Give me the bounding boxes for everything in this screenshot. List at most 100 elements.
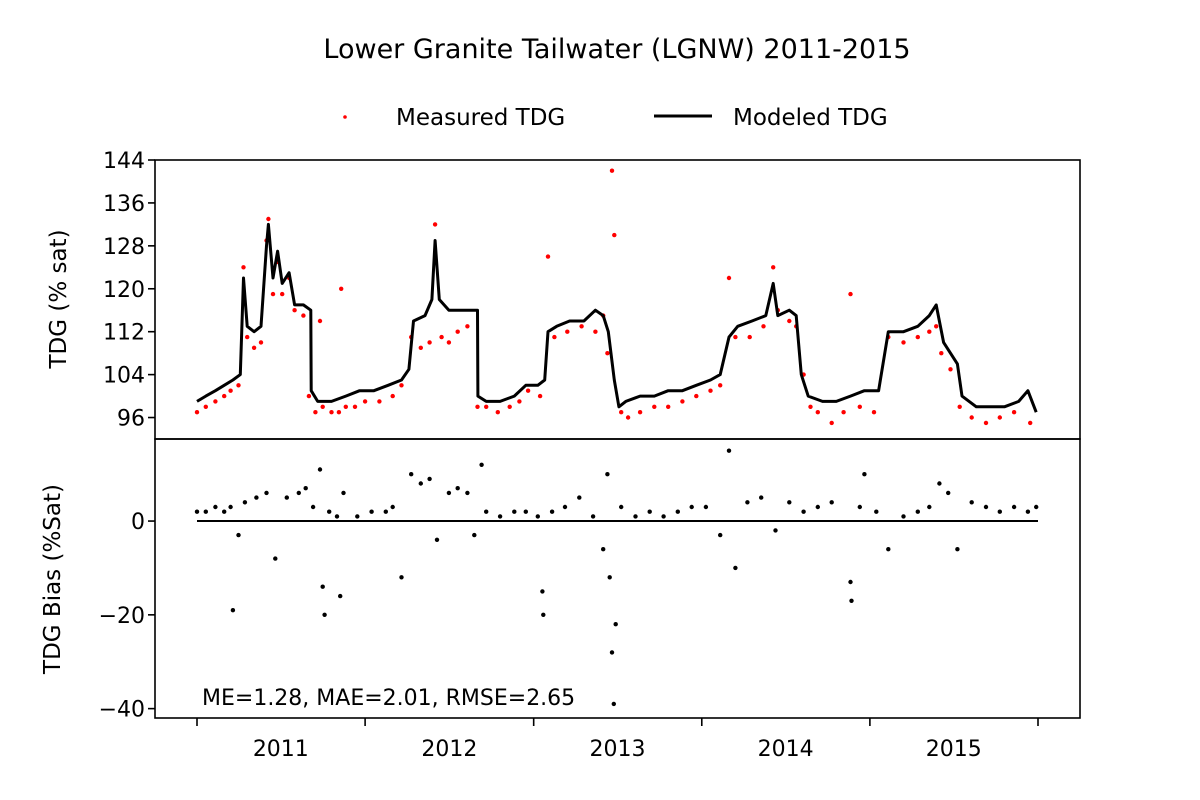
tdg-data-layer [194,168,1038,426]
tdg-bias-point [874,509,879,514]
measured-tdg-point [390,393,395,399]
tdg-bias-point [801,509,806,514]
tdg-bias-point [915,509,920,514]
tdg-bias-point [523,509,528,514]
measured-tdg-point [605,351,610,356]
measured-tdg-point [251,345,257,350]
tdg-bias-point [745,500,750,505]
measured-tdg-point [427,340,432,345]
tdg-bias-point [242,500,248,505]
tdg-bias-point [759,495,764,500]
tdg-bias-point [484,509,489,514]
tdg-bias-point [446,490,452,496]
tdg-bias-point [549,509,555,514]
tdg-bias-point [369,509,374,514]
measured-tdg-point [525,388,531,393]
measured-tdg-point [969,415,974,420]
tdg-bias-point [418,481,423,486]
measured-tdg-point [320,404,325,409]
measured-tdg-point [718,383,723,388]
tdg-y-tick-label: 128 [103,235,145,260]
measured-tdg-point [934,324,939,329]
measured-tdg-point [666,404,671,409]
measured-tdg-point [625,415,631,420]
tdg-bias-point [619,504,624,510]
measured-tdg-point [1028,420,1033,426]
tdg-bias-point [203,509,208,514]
tdg-bias-point [317,467,323,472]
measured-tdg-point [245,334,250,340]
bias-data-layer [194,448,1039,707]
tdg-bias-point [955,547,960,552]
measured-tdg-point [997,415,1002,420]
measured-tdg-point [336,410,342,415]
measured-tdg-point [446,340,452,345]
tdg-bias-point [886,547,891,552]
bias-y-axis-label: TDG Bias (%Sat) [40,484,66,675]
tdg-bias-point [434,537,440,542]
measured-tdg-point [771,265,776,270]
tdg-bias-point [355,514,360,519]
measured-tdg-point [609,168,615,173]
measured-tdg-point [475,404,480,409]
measured-tdg-point [579,324,584,329]
tdg-bias-point [427,476,432,482]
tdg-bias-point [222,509,227,514]
tdg-bias-point [1025,509,1031,514]
tdg-bias-point [937,481,942,486]
x-axis-tick-label: 2015 [926,737,982,762]
legend-measured-marker [343,115,347,119]
measured-tdg-point [829,420,834,426]
tdg-bias-point [264,490,269,496]
measured-tdg-point [948,367,953,372]
tdg-y-tick-label: 120 [103,278,145,303]
tdg-bias-point [540,589,545,594]
tdg-y-axis-label: TDG (% sat) [46,229,72,369]
measured-tdg-point [841,410,846,415]
measured-tdg-point [708,388,713,393]
tdg-bias-point [562,504,568,510]
tdg-bias-point [254,495,259,500]
measured-tdg-point [537,393,543,399]
tdg-bias-point [472,532,477,538]
measured-tdg-point [343,404,348,409]
measured-tdg-point [545,254,551,259]
tdg-bias-point [1011,504,1017,510]
measured-tdg-point [619,410,624,415]
measured-tdg-point [484,404,489,409]
measured-tdg-point [939,351,944,356]
legend-measured-label: Measured TDG [396,105,565,131]
tdg-bias-point [399,575,404,580]
tdg-y-tick-label: 144 [103,149,145,174]
tdg-bias-point [383,509,388,514]
bias-y-tick-label: −40 [99,698,145,723]
measured-tdg-point [871,410,877,415]
tdg-bias-point [901,514,906,519]
chart-title: Lower Granite Tailwater (LGNW) 2011-2015 [323,34,910,65]
tdg-bias-point [609,650,615,655]
tdg-bias-point [228,504,233,510]
tdg-bias-point [969,500,974,505]
tdg-bias-point [497,514,503,519]
tdg-y-tick-label: 112 [103,321,145,346]
tdg-bias-point [273,556,278,561]
tdg-bias-point [409,472,414,477]
bias-panel-frame [154,438,1081,719]
tdg-bias-point [733,565,738,571]
measured-tdg-point [455,329,460,334]
tdg-bias-point [320,584,325,589]
tdg-bias-point [773,528,778,533]
measured-tdg-point [203,404,208,409]
tdg-bias-point [815,504,820,510]
measured-tdg-point [222,393,227,399]
tdg-bias-point [296,490,301,496]
measured-tdg-point [637,410,643,415]
measured-tdg-point [495,410,500,415]
tdg-bias-point [338,593,343,599]
measured-tdg-point [733,334,738,340]
measured-tdg-point [228,388,233,393]
tdg-bias-point [465,490,470,496]
measured-tdg-point [593,329,598,334]
tdg-bias-point [946,490,951,496]
tdg-bias-point [601,547,606,552]
